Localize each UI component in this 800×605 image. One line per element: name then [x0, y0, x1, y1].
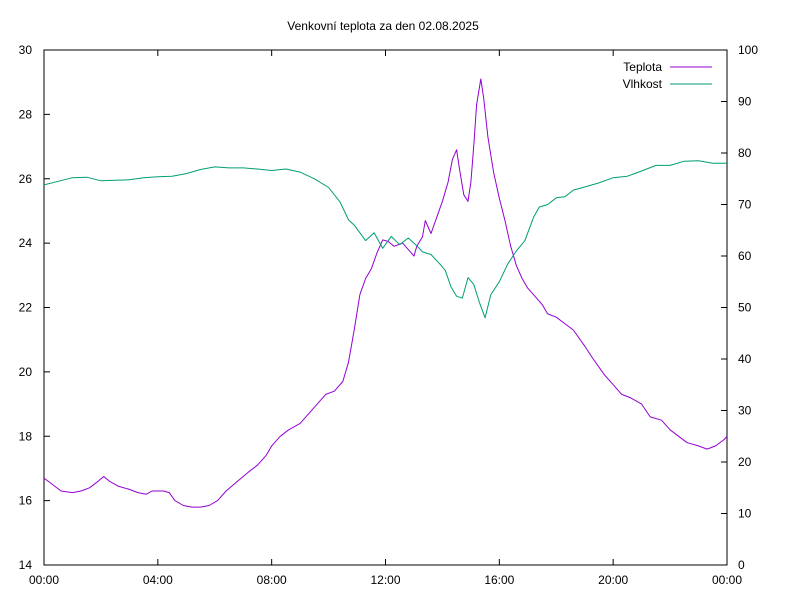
legend-label-vlhkost: Vlhkost [623, 77, 663, 91]
y2-tick-label: 0 [738, 558, 745, 572]
x-axis: 00:00 04:00 08:00 12:00 16:00 20:00 00:00 [29, 50, 742, 587]
y2-tick-label: 50 [738, 301, 752, 315]
y-tick-label: 16 [19, 494, 33, 508]
y-tick-label: 18 [19, 429, 33, 443]
x-tick-label: 16:00 [484, 573, 514, 587]
y2-tick-label: 80 [738, 146, 752, 160]
y-tick-label: 26 [19, 172, 33, 186]
y2-tick-label: 20 [738, 455, 752, 469]
x-tick-label: 20:00 [598, 573, 628, 587]
x-tick-label: 12:00 [370, 573, 400, 587]
y-tick-label: 28 [19, 107, 33, 121]
y-tick-label: 30 [19, 43, 33, 57]
y2-tick-label: 30 [738, 404, 752, 418]
y-tick-label: 20 [19, 365, 33, 379]
legend-label-teplota: Teplota [623, 60, 662, 74]
chart-title: Venkovní teplota za den 02.08.2025 [287, 19, 479, 33]
legend: Teplota Vlhkost [623, 60, 712, 91]
series-line-vlhkost [43, 160, 727, 319]
x-tick-label: 04:00 [143, 573, 173, 587]
x-tick-label: 00:00 [712, 573, 742, 587]
y2-tick-label: 40 [738, 352, 752, 366]
series-layer [43, 78, 728, 508]
x-tick-label: 08:00 [257, 573, 287, 587]
y2-tick-label: 70 [738, 198, 752, 212]
y2-tick-label: 100 [738, 43, 758, 57]
y2-tick-label: 90 [738, 95, 752, 109]
series-line-teplota [43, 78, 728, 508]
y-tick-label: 24 [19, 236, 33, 250]
y-tick-label: 22 [19, 301, 33, 315]
y-axis-left: 14 16 18 20 22 24 26 28 30 [19, 43, 50, 572]
y2-tick-label: 10 [738, 507, 752, 521]
y-tick-label: 14 [19, 558, 33, 572]
x-tick-label: 00:00 [29, 573, 59, 587]
y2-tick-label: 60 [738, 249, 752, 263]
y-axis-right: 0 10 20 30 40 50 60 70 80 90 100 [721, 43, 758, 572]
